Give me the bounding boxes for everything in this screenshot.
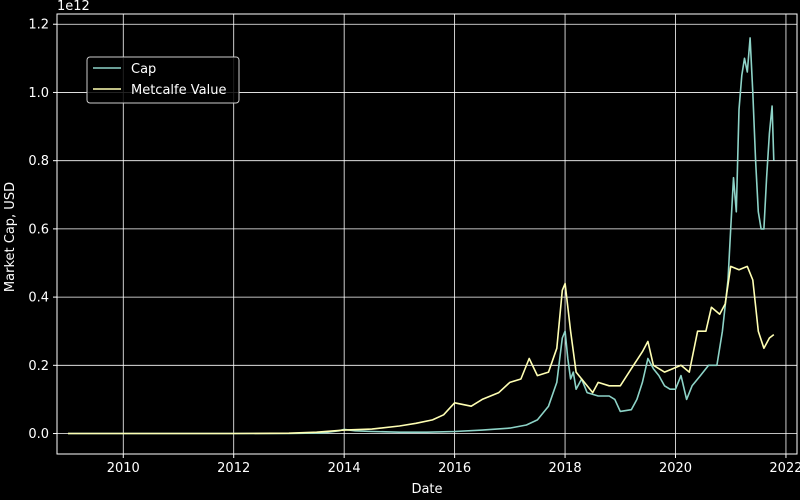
cap-series-line xyxy=(68,37,775,435)
legend: Cap Metcalfe Value xyxy=(86,56,240,104)
plot-frame xyxy=(56,13,798,455)
x-axis-label: Date xyxy=(411,482,442,497)
legend-box xyxy=(86,56,240,104)
y-offset-label: 1e12 xyxy=(57,0,90,14)
y-tick-label: 1.2 xyxy=(28,18,49,33)
y-tick-label: 0.2 xyxy=(28,359,49,374)
y-tick-label: 1.0 xyxy=(28,86,49,101)
legend-label-cap: Cap xyxy=(131,62,156,77)
x-tick-label: 2018 xyxy=(549,461,582,476)
x-tick-label: 2010 xyxy=(107,461,140,476)
series-layer xyxy=(68,37,775,435)
ticks: 2010 2012 2014 2016 2018 2020 2022 0.0 0.2 0.4 0.6… xyxy=(28,18,800,476)
y-tick-label: 0.0 xyxy=(28,427,49,442)
x-tick-label: 2016 xyxy=(438,461,471,476)
y-tick-label: 0.4 xyxy=(28,291,49,306)
metcalfe-value-series-line xyxy=(68,265,775,435)
x-tick-label: 2014 xyxy=(328,461,361,476)
y-axis-label: Market Cap, USD xyxy=(3,182,18,292)
x-tick-label: 2022 xyxy=(769,461,800,476)
x-tick-label: 2012 xyxy=(217,461,250,476)
x-tick-label: 2020 xyxy=(659,461,692,476)
legend-label-metcalfe: Metcalfe Value xyxy=(131,83,226,98)
y-tick-label: 0.6 xyxy=(28,222,49,237)
y-tick-label: 0.8 xyxy=(28,154,49,169)
